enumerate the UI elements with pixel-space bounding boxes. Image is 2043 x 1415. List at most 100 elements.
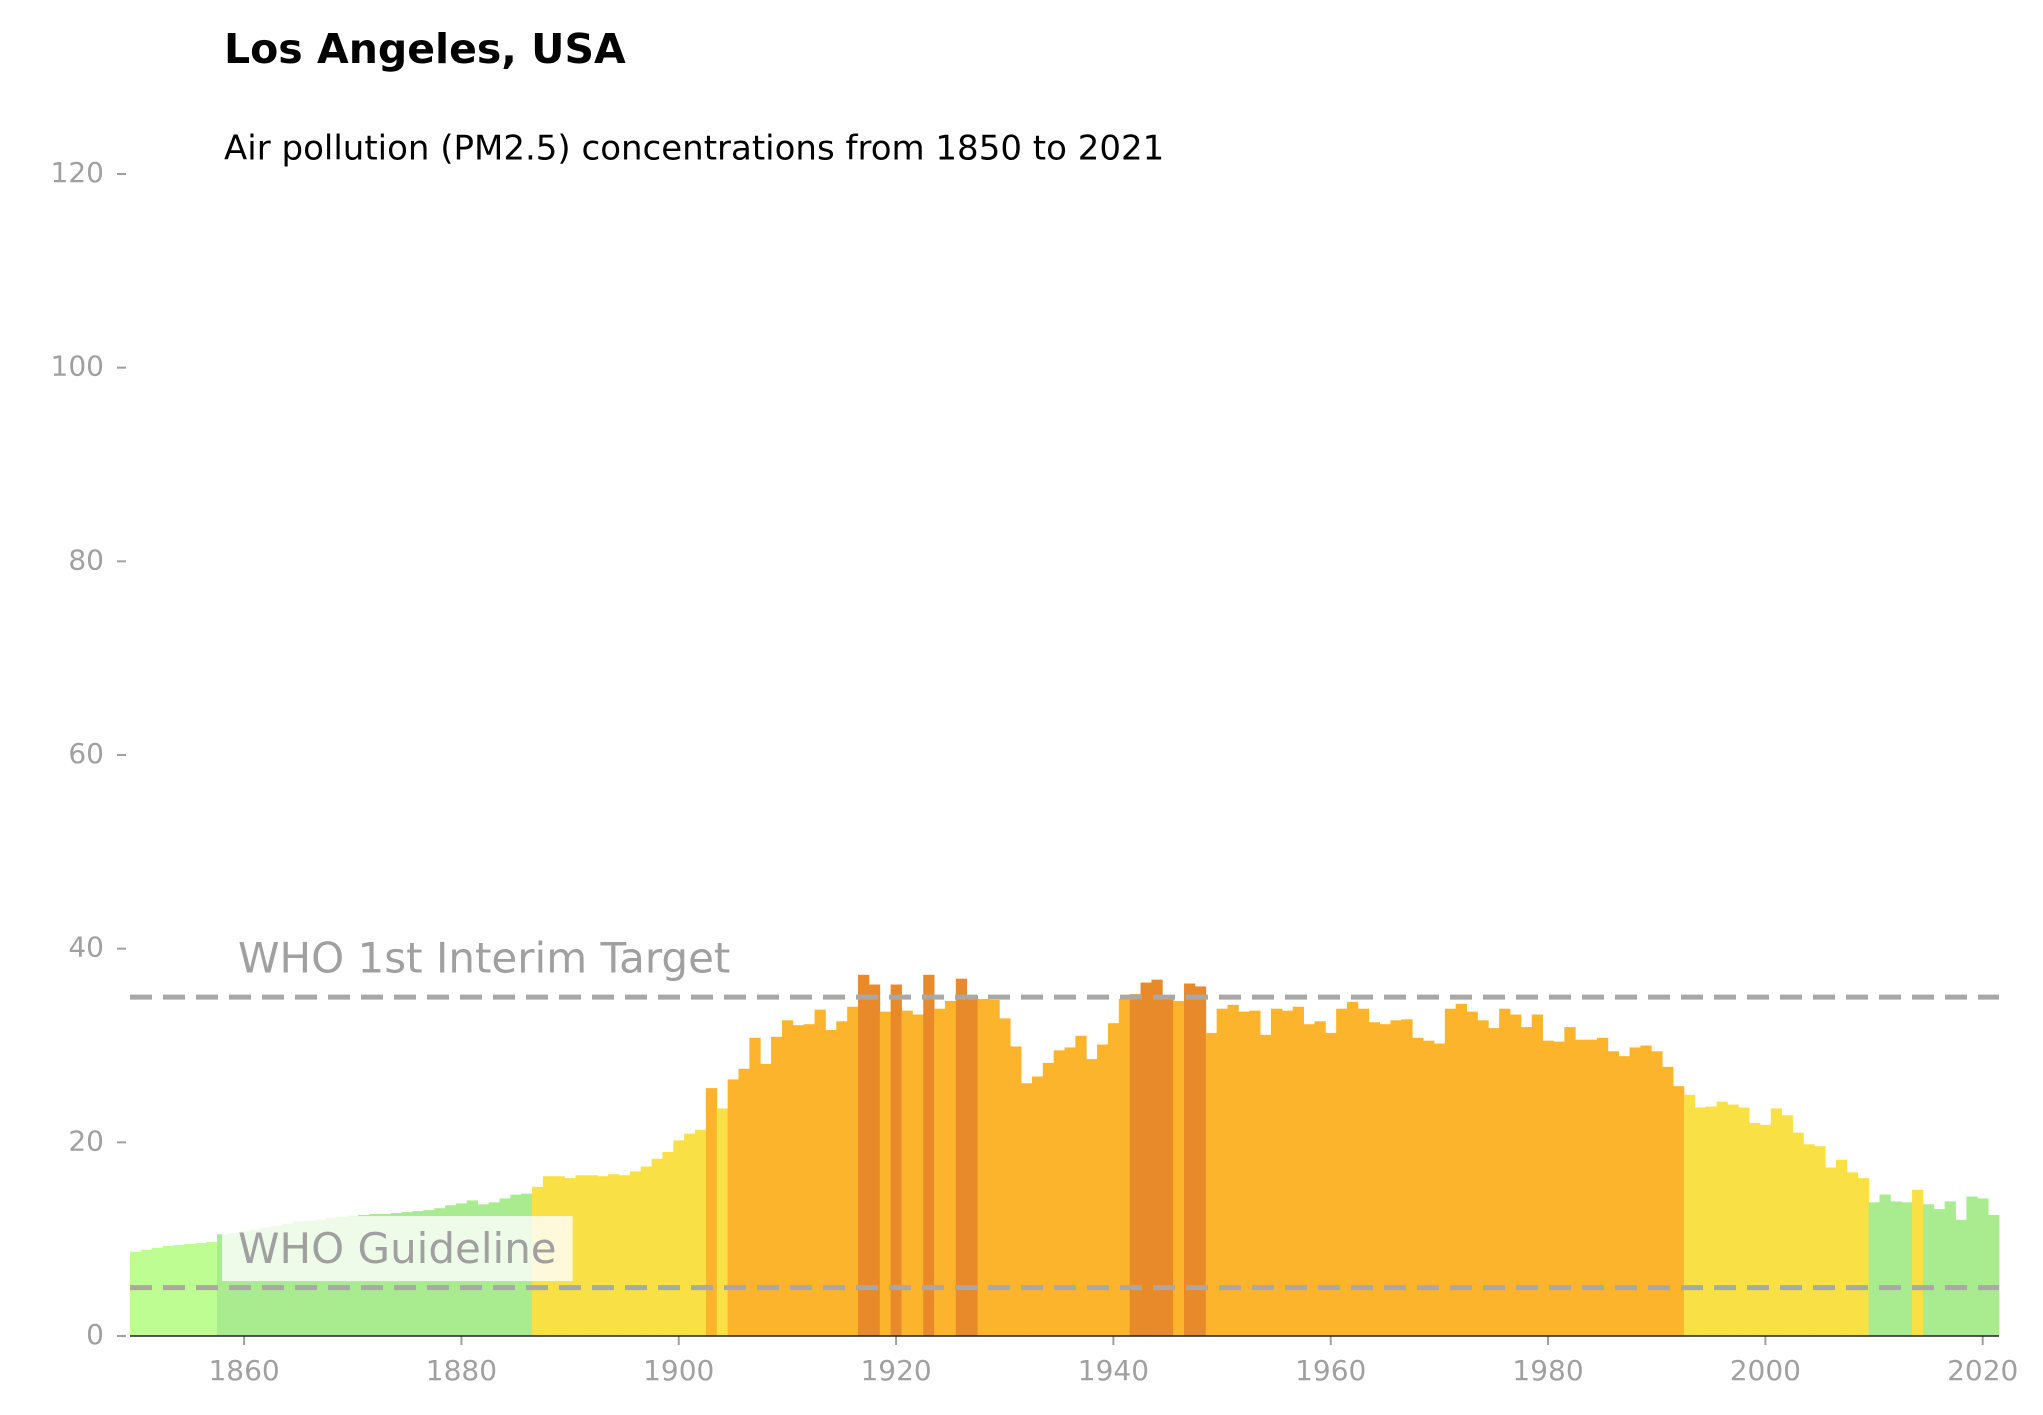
- bar: [1053, 1050, 1065, 1336]
- bar: [738, 1068, 750, 1336]
- bar: [1075, 1035, 1087, 1336]
- bar: [814, 1009, 826, 1336]
- bar: [1683, 1094, 1696, 1336]
- bar: [1031, 1076, 1044, 1336]
- bar: [1499, 1008, 1511, 1336]
- bar: [1890, 1201, 1902, 1336]
- bar: [1379, 1024, 1391, 1336]
- bar: [1922, 1204, 1935, 1336]
- bar: [1836, 1159, 1848, 1336]
- bar: [1325, 1032, 1337, 1336]
- bar: [1825, 1167, 1837, 1336]
- bar: [629, 1171, 642, 1336]
- reference-label: WHO Guideline: [238, 1224, 557, 1273]
- bar: [1270, 1008, 1283, 1336]
- bar: [901, 1010, 913, 1336]
- bar: [1107, 1023, 1120, 1336]
- bar: [890, 984, 902, 1336]
- x-tick-label: 2020: [1947, 1354, 2018, 1387]
- bar: [792, 1025, 805, 1336]
- bar: [640, 1166, 652, 1336]
- bar: [727, 1079, 739, 1336]
- bar: [151, 1247, 163, 1336]
- bar: [1151, 979, 1163, 1336]
- bar: [977, 999, 989, 1336]
- bar: [1042, 1062, 1055, 1336]
- bar: [944, 1000, 957, 1336]
- bar: [1749, 1122, 1761, 1336]
- bar: [781, 1020, 794, 1336]
- bar: [825, 1030, 837, 1336]
- bar: [1129, 994, 1141, 1336]
- y-tick-label: 100: [51, 350, 104, 383]
- bar: [1792, 1132, 1804, 1336]
- x-tick-label: 1940: [1078, 1354, 1149, 1387]
- bar: [923, 974, 935, 1336]
- bar: [1010, 1046, 1022, 1336]
- y-tick-label: 0: [86, 1318, 104, 1351]
- x-tick-label: 1920: [860, 1354, 931, 1387]
- bar: [1988, 1214, 2000, 1336]
- y-tick-label: 40: [68, 931, 104, 964]
- bar: [1879, 1194, 1891, 1336]
- bar: [1944, 1201, 1956, 1336]
- bar: [1249, 1010, 1261, 1336]
- bar: [586, 1175, 598, 1336]
- bar: [1607, 1051, 1620, 1336]
- bar: [173, 1244, 185, 1336]
- bar: [1846, 1172, 1859, 1336]
- bar: [1651, 1051, 1663, 1336]
- bar: [1629, 1047, 1641, 1336]
- bar: [618, 1175, 631, 1336]
- bar: [227, 1233, 240, 1336]
- bar: [771, 1036, 783, 1336]
- bar: [836, 1021, 848, 1336]
- bar: [673, 1140, 685, 1336]
- x-tick-label: 1860: [208, 1354, 279, 1387]
- bar: [847, 1006, 859, 1336]
- bar: [868, 984, 881, 1336]
- y-tick-label: 20: [68, 1124, 104, 1157]
- bar: [1618, 1056, 1630, 1336]
- bar: [1423, 1040, 1435, 1336]
- bar: [1933, 1209, 1946, 1336]
- bar: [260, 1227, 272, 1336]
- bar: [1705, 1106, 1717, 1336]
- bar: [1727, 1104, 1739, 1336]
- y-tick-label: 80: [68, 543, 104, 576]
- bar: [1586, 1039, 1598, 1336]
- label-background: [222, 925, 747, 991]
- bar: [1281, 1010, 1294, 1336]
- bar: [1455, 1003, 1467, 1336]
- bar: [1466, 1011, 1478, 1336]
- bar: [1021, 1083, 1033, 1336]
- bar: [1097, 1044, 1109, 1336]
- bar: [1955, 1219, 1967, 1336]
- x-tick-label: 1880: [426, 1354, 497, 1387]
- bar: [1694, 1107, 1707, 1336]
- reference-label: WHO 1st Interim Target: [238, 934, 730, 983]
- bar: [803, 1024, 815, 1336]
- bar: [716, 1108, 729, 1336]
- bar: [140, 1249, 153, 1336]
- x-tick-label: 1980: [1512, 1354, 1583, 1387]
- bar: [1673, 1086, 1685, 1336]
- bar: [597, 1176, 609, 1336]
- bar: [1216, 1008, 1228, 1336]
- bar: [1238, 1011, 1250, 1336]
- bar: [1184, 983, 1196, 1336]
- bar: [955, 978, 968, 1336]
- bar: [1118, 999, 1131, 1336]
- bar: [1814, 1146, 1826, 1336]
- bar: [1292, 1006, 1304, 1336]
- bar: [238, 1231, 250, 1336]
- bar: [1640, 1045, 1652, 1336]
- bar: [966, 995, 978, 1336]
- bar: [1314, 1021, 1326, 1336]
- bar: [1173, 1000, 1185, 1336]
- bar: [575, 1175, 587, 1336]
- bar: [760, 1063, 772, 1336]
- bar: [1401, 1019, 1413, 1336]
- bar: [1303, 1024, 1315, 1336]
